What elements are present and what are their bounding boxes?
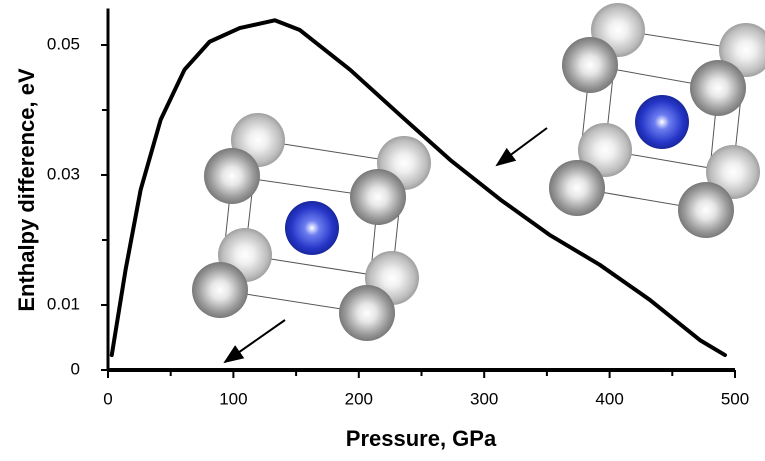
arrow [223,319,286,364]
x-tick-label: 200 [345,389,373,408]
x-tick-label: 100 [219,389,247,408]
x-tick-label: 400 [595,389,623,408]
y-tick-label: 0.03 [47,164,80,183]
crystal-right [549,3,765,238]
y-tick-label: 0.01 [47,294,80,313]
x-tick-label: 0 [103,389,112,408]
x-tick-label: 500 [721,389,749,408]
crystal-left [192,113,431,341]
y-tick-label: 0.05 [47,34,80,53]
x-tick-label: 300 [470,389,498,408]
line [109,18,727,358]
arrow [495,127,548,167]
y-axis-label: Enthalpy difference, eV [14,68,39,312]
y-tick-label: 0 [71,359,80,378]
x-axis-label: Pressure, GPa [346,426,497,451]
